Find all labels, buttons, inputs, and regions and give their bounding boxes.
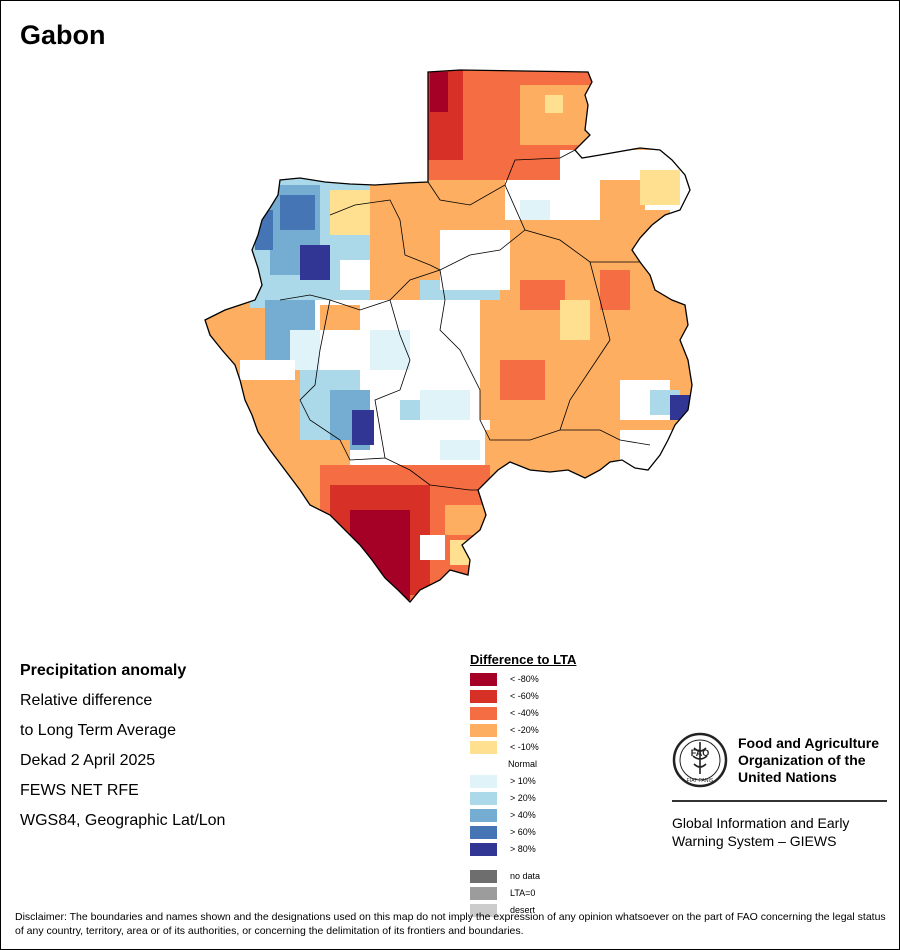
legend-item: < -40%: [470, 705, 650, 722]
legend-label: > 60%: [510, 827, 536, 837]
disclaimer: Disclaimer: The boundaries and names sho…: [15, 911, 886, 937]
info-line-5: WGS84, Geographic Lat/Lon: [20, 812, 226, 829]
legend-swatch: [470, 809, 497, 822]
legend-extra-swatch: [470, 887, 497, 900]
svg-text:FIAT PANIS: FIAT PANIS: [687, 778, 714, 784]
legend-item: > 10%: [470, 773, 650, 790]
legend-extra-label: no data: [510, 871, 541, 881]
legend-items: < -80% < -60% < -40% < -20% < -10% Normal > 10…: [470, 671, 650, 858]
legend-swatch: [470, 843, 497, 856]
legend-label: > 10%: [510, 776, 536, 786]
legend-extra-label: desert: [510, 905, 536, 915]
legend-extra-swatch: [470, 870, 497, 883]
fao-divider: [672, 800, 887, 802]
fao-logo-icon: FAO FIAT PANIS: [672, 732, 728, 788]
map-title: Gabon: [20, 20, 106, 50]
map-info: Precipitation anomaly Relative differenc…: [20, 656, 225, 836]
fao-organization-name: Food and Agriculture Organization of the…: [738, 735, 880, 785]
info-line-3: Dekad 2 April 2025: [20, 752, 156, 769]
legend-item: > 60%: [470, 824, 650, 841]
info-line-1: Relative difference: [20, 692, 153, 709]
legend-extra-item: desert: [470, 902, 650, 919]
svg-text:FAO: FAO: [691, 748, 710, 758]
info-line-4: FEWS NET RFE: [20, 782, 139, 799]
legend-item: > 80%: [470, 841, 650, 858]
legend-label: > 40%: [510, 810, 536, 820]
legend-swatch: [470, 758, 497, 771]
legend-extra-item: no data: [470, 868, 650, 885]
legend-item: > 20%: [470, 790, 650, 807]
map-legend: Difference to LTA < -80% < -60% < -40% < -2…: [470, 652, 650, 919]
legend-label: < -40%: [510, 708, 539, 718]
legend-swatch: [470, 775, 497, 788]
legend-title: Difference to LTA: [470, 652, 577, 667]
legend-item: < -80%: [470, 671, 650, 688]
legend-item: < -10%: [470, 739, 650, 756]
legend-item: < -60%: [470, 688, 650, 705]
info-line-2: to Long Term Average: [20, 722, 176, 739]
legend-label: < -60%: [510, 691, 539, 701]
legend-label: > 20%: [510, 793, 536, 803]
legend-label: Normal: [508, 759, 538, 769]
legend-extra-item: LTA=0: [470, 885, 650, 902]
legend-swatch: [470, 690, 497, 703]
precipitation-anomaly-map: [204, 69, 693, 603]
legend-item: < -20%: [470, 722, 650, 739]
legend-swatch: [470, 792, 497, 805]
giews-name: Global Information and Early Warning Sys…: [672, 815, 850, 849]
legend-label: > 80%: [510, 844, 536, 854]
legend-swatch: [470, 673, 497, 686]
legend-extra-items: no data LTA=0 desert: [470, 868, 650, 919]
info-heading: Precipitation anomaly: [20, 662, 187, 679]
legend-swatch: [470, 724, 497, 737]
legend-swatch: [470, 826, 497, 839]
legend-extra-label: LTA=0: [510, 888, 536, 898]
legend-label: < -80%: [510, 674, 539, 684]
legend-label: < -20%: [510, 725, 539, 735]
legend-swatch: [470, 741, 497, 754]
legend-swatch: [470, 707, 497, 720]
legend-label: < -10%: [510, 742, 539, 752]
legend-extra-swatch: [470, 904, 497, 917]
legend-item: > 40%: [470, 807, 650, 824]
legend-item: Normal: [470, 756, 650, 773]
